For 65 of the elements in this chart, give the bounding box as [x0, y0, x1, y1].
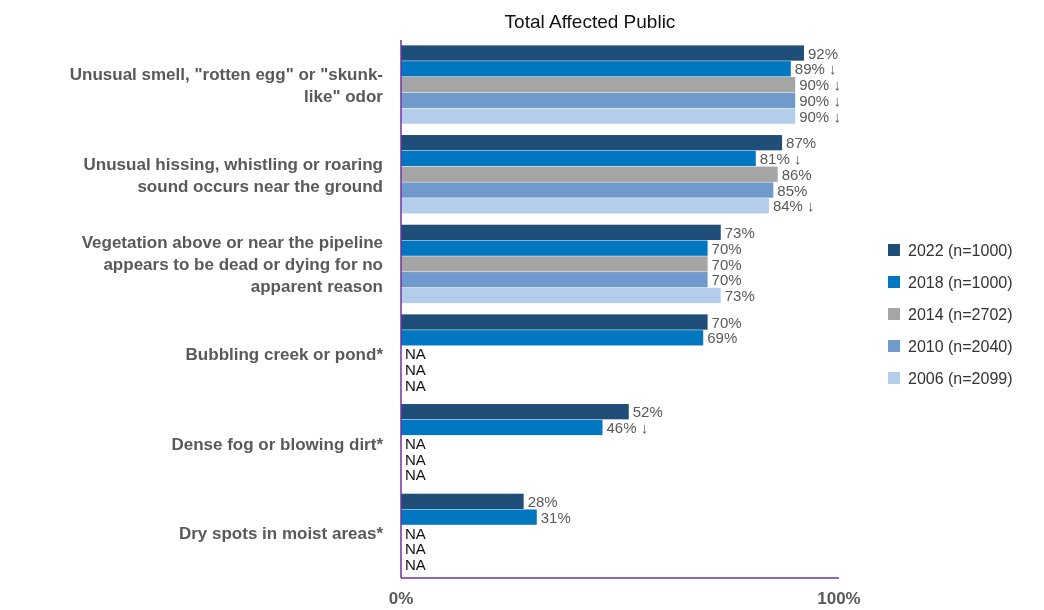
data-label: 73%	[724, 287, 755, 305]
bar	[401, 61, 791, 77]
text: NA	[405, 376, 426, 394]
data-label: 31%	[540, 508, 571, 526]
bar	[401, 509, 537, 525]
data-label: 86%	[781, 165, 812, 183]
x-tick-label: 100%	[817, 589, 861, 608]
data-label: 69%	[707, 329, 738, 347]
text: NA	[405, 540, 426, 558]
bar	[401, 272, 708, 288]
legend-label: 2022 (n=1000)	[908, 241, 1013, 259]
bar	[401, 135, 783, 151]
bar	[401, 493, 524, 509]
data-label: 73%	[724, 224, 755, 241]
data-label: 90% ↓	[799, 76, 841, 94]
bar	[401, 287, 721, 304]
bar	[401, 419, 603, 436]
data-label: 46% ↓	[606, 419, 649, 437]
data-label: 90% ↓	[799, 107, 841, 125]
data-label: 85%	[777, 181, 808, 199]
legend-label: 2014 (n=2702)	[908, 305, 1013, 323]
text: NA	[405, 524, 426, 542]
data-label: 70%	[711, 239, 742, 257]
data-label: 92%	[807, 44, 838, 62]
bar	[401, 108, 796, 124]
data-label: 28%	[527, 493, 558, 510]
y-tick-label: Bubbling creek or pond*	[185, 344, 384, 364]
y-tick-label: Dry spots in moist areas*	[178, 524, 384, 544]
bar	[401, 182, 774, 198]
text: NA	[405, 466, 426, 484]
chart-title: Total Affected Public	[504, 11, 676, 32]
data-label: 81% ↓	[759, 150, 802, 168]
data-label: 90% ↓	[799, 92, 841, 110]
y-tick-label: Vegetation above or near the pipeline appears to be dead or dying for no apparent reason	[81, 233, 383, 297]
bar	[401, 92, 796, 109]
data-label: 87%	[786, 134, 817, 152]
text: NA	[405, 434, 426, 452]
bar	[401, 404, 629, 420]
bar	[401, 256, 708, 272]
data-label: 70%	[711, 271, 742, 289]
data-label: 84% ↓	[772, 197, 815, 215]
text: NA	[405, 450, 426, 468]
legend-label: 2018 (n=1000)	[908, 273, 1013, 291]
data-label: 52%	[632, 403, 663, 421]
bar	[401, 166, 778, 182]
bar	[401, 224, 721, 240]
bar	[401, 198, 769, 214]
y-tick-label: Dense fog or blowing dirt*	[171, 434, 384, 454]
data-label: 70%	[711, 255, 742, 273]
data-label: 70%	[711, 313, 742, 331]
bar	[401, 330, 704, 346]
legend-label: 2006 (n=2099)	[908, 369, 1013, 387]
text: NA	[405, 556, 426, 574]
bar	[401, 150, 756, 167]
y-tick-label: Unusual hissing, whistling or roaring sound occurs near the ground	[83, 154, 383, 196]
bar	[401, 240, 708, 256]
x-tick-label: 0%	[388, 589, 414, 608]
legend-label: 2010 (n=2040)	[908, 337, 1013, 355]
text: NA	[405, 345, 426, 363]
bar	[401, 76, 796, 93]
data-label: 89% ↓	[794, 60, 837, 78]
y-tick-label: Unusual smell, "rotten egg" or "skunk-like" odor	[69, 64, 384, 106]
text: NA	[405, 361, 426, 379]
bar	[401, 45, 804, 61]
bar	[401, 314, 708, 330]
